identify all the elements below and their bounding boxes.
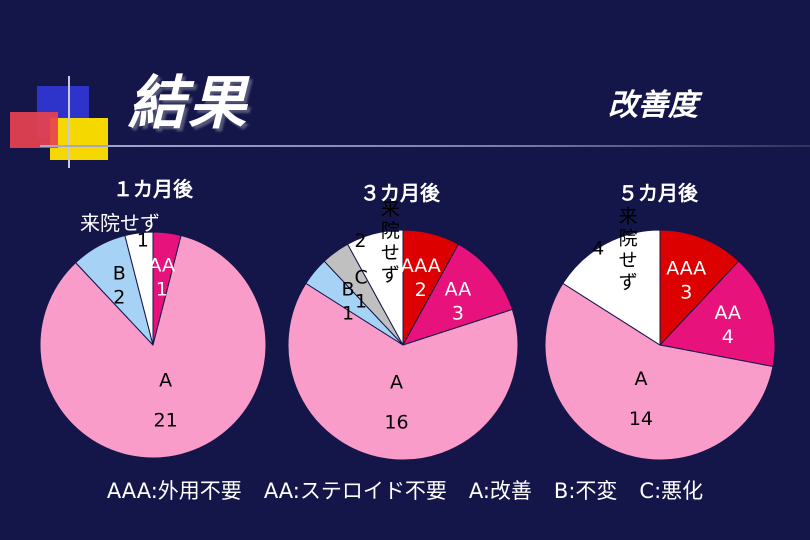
slice-value-label: 2 xyxy=(415,279,427,301)
pie-slice xyxy=(544,282,774,461)
slice-value-label: 4 xyxy=(592,237,604,259)
slice-value-label: 1 xyxy=(355,290,367,312)
legend-item-aa: AA:ステロイド不要 xyxy=(263,479,447,503)
slice-name-label: B xyxy=(342,279,355,301)
slice-name-label: A xyxy=(159,369,172,391)
slice-value-label: 21 xyxy=(154,409,178,431)
slice-name-label: AAA xyxy=(666,258,706,280)
slide-logo xyxy=(0,0,120,170)
pie-slice xyxy=(39,234,267,459)
slice-name-label: C xyxy=(354,266,367,288)
logo-red-square xyxy=(10,112,58,148)
legend: AAA:外用不要 AA:ステロイド不要 A:改善 B:不変 C:悪化 xyxy=(0,475,810,505)
legend-item-b: B:不変 xyxy=(553,479,618,503)
slice-value-label: 3 xyxy=(452,303,464,325)
pie-slice xyxy=(659,260,776,368)
outside-label: 来院せず xyxy=(80,211,160,235)
legend-item-aaa: AAA:外用不要 xyxy=(106,479,242,503)
pie-slice xyxy=(346,229,404,346)
slice-value-label: 3 xyxy=(680,282,692,304)
pie-slice xyxy=(562,229,661,346)
header-divider xyxy=(40,145,810,147)
slice-value-label: 1 xyxy=(156,278,168,300)
chart-title: １カ月後 xyxy=(113,177,194,201)
slice-name-label: 来院せず xyxy=(381,198,400,286)
pie-slice xyxy=(287,282,519,461)
slice-name-label: AA xyxy=(715,302,742,324)
slice-name-label: A xyxy=(390,371,403,393)
slice-value-label: 14 xyxy=(629,408,653,430)
pie-slice xyxy=(124,231,154,346)
slice-name-label: AA xyxy=(445,279,472,301)
slice-name-label: B xyxy=(113,263,126,285)
slice-value-label: 2 xyxy=(113,287,125,309)
slice-value-label: 1 xyxy=(137,229,149,251)
slice-value-label: 4 xyxy=(722,326,734,348)
page-subtitle: 改善度 xyxy=(608,88,698,123)
slice-name-label: AAA xyxy=(401,255,441,277)
pie-slice xyxy=(401,243,514,346)
legend-item-c: C:悪化 xyxy=(639,479,704,503)
slice-value-label: 16 xyxy=(384,411,408,433)
page-title: 結果 xyxy=(128,69,249,137)
slice-name-label: AA xyxy=(149,254,176,276)
slice-value-label: 2 xyxy=(354,230,366,252)
pie-slice xyxy=(659,229,740,347)
slice-name-label: 来院せず xyxy=(619,205,638,293)
slice-value-label: 1 xyxy=(342,303,354,325)
slice-name-label: A xyxy=(634,368,647,390)
legend-item-a: A:改善 xyxy=(468,479,532,503)
chart-title: ３カ月後 xyxy=(360,181,441,205)
logo-yellow-square xyxy=(50,118,108,160)
logo-vertical-line xyxy=(68,76,70,168)
chart-title: ５カ月後 xyxy=(618,181,699,205)
